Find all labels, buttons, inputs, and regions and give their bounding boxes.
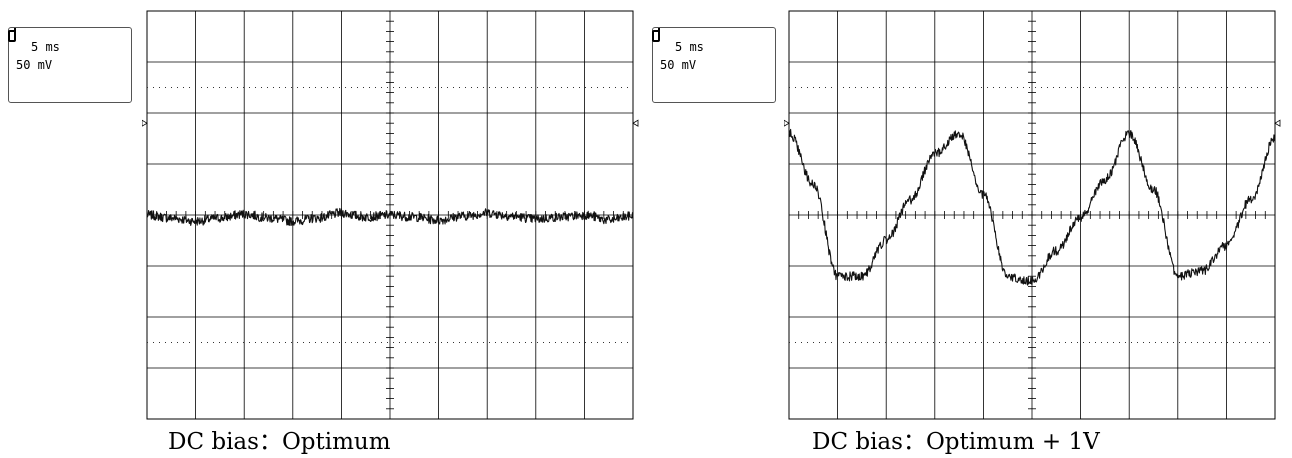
timebase-setting: 5 ms [675,40,704,54]
chart-caption: DC bias：Optimum + 1V [812,429,1100,455]
trigger-level-left-icon [784,119,790,127]
trigger-level-right-icon [632,119,639,127]
channel-1-marker-icon [652,28,660,42]
timebase-setting: 5 ms [31,40,60,54]
waveform-trace [788,128,1276,286]
oscilloscope-screen [784,10,1281,420]
oscilloscope-screen [142,10,639,420]
trigger-level-right-icon [1274,119,1281,127]
waveform-trace [146,207,634,227]
scope-settings-box: 5 ms 50 mV [8,27,132,103]
oscilloscope-panel-right: 5 ms 50 mV DC bias：Optimum + 1V [646,0,1292,458]
channel-1-marker-icon [8,28,16,42]
volts-per-div-setting: 50 mV [16,58,53,72]
chart-caption: DC bias：Optimum [168,429,391,455]
oscilloscope-panel-left: 5 ms 50 mV DC bias：Optimum [8,10,639,455]
volts-per-div-setting: 50 mV [660,58,697,72]
scope-settings-box: 5 ms 50 mV [652,27,776,103]
trigger-level-left-icon [142,119,148,127]
